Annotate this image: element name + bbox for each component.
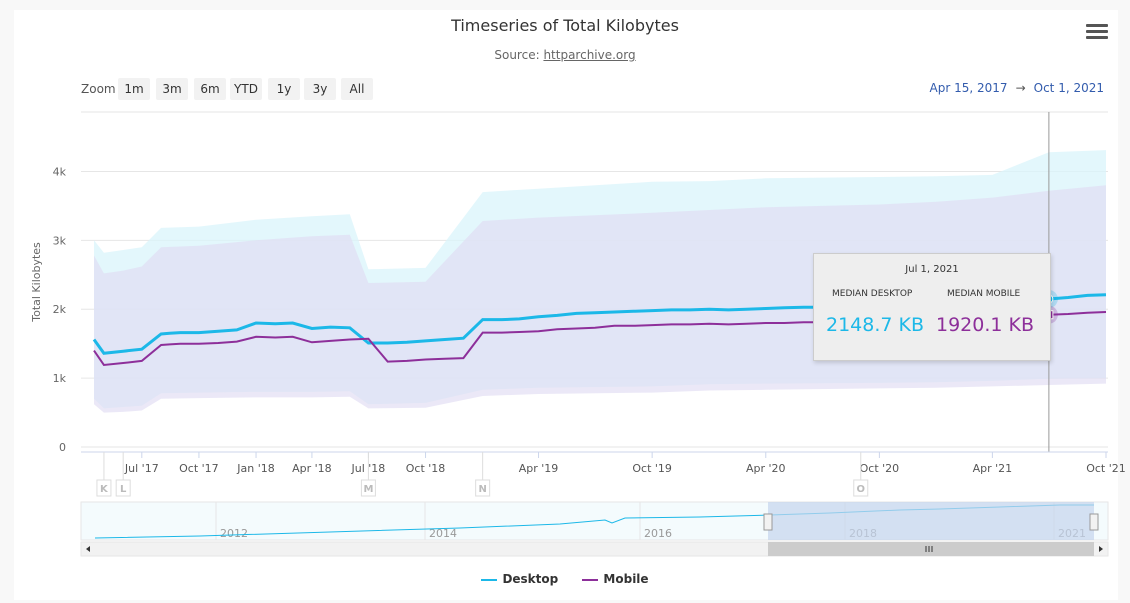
flag-box [475, 479, 491, 497]
chart-subtitle: Source: httparchive.org [0, 48, 1130, 62]
mobile-swatch [582, 578, 599, 581]
navigator-selected-range [768, 502, 1094, 540]
desktop-swatch [481, 578, 498, 581]
x-tick-label: Jan '18 [236, 462, 274, 475]
flag-box [96, 479, 112, 497]
navigator-left-handle[interactable] [763, 513, 773, 531]
legend: Desktop Mobile [0, 572, 1130, 586]
x-tick-label: Oct '17 [179, 462, 219, 475]
tooltip-mobile-value: 1920.1 KB [936, 314, 1035, 336]
navigator-year-label: 2014 [429, 527, 457, 540]
range-to-input[interactable]: Oct 1, 2021 [1033, 81, 1104, 95]
chart-title: Timeseries of Total Kilobytes [451, 16, 679, 35]
scroll-right-arrow-icon[interactable] [1099, 546, 1103, 552]
x-tick-label: Oct '19 [632, 462, 672, 475]
legend-item-mobile[interactable]: Mobile [582, 572, 649, 586]
flag-label: N [478, 484, 486, 495]
x-tick-label: Apr '18 [292, 462, 332, 475]
scroll-left-arrow-icon[interactable] [86, 546, 90, 552]
zoom-ytd-button[interactable]: YTD [230, 78, 262, 100]
scrollbar-thumb[interactable] [768, 542, 1094, 556]
flag-box [360, 479, 376, 497]
x-tick-label: Apr '20 [746, 462, 786, 475]
flag-label: O [857, 484, 866, 495]
x-tick-label: Oct '20 [860, 462, 900, 475]
y-tick-label: 4k [53, 165, 67, 178]
tooltip-mobile-label: MEDIAN MOBILE [947, 289, 1021, 299]
zoom-3m-button[interactable]: 3m [156, 78, 188, 100]
zoom-all-button[interactable]: All [341, 78, 373, 100]
y-tick-label: 1k [53, 372, 67, 385]
navigator-year-label: 2012 [220, 527, 248, 540]
navigator-right-handle[interactable] [1089, 513, 1099, 531]
navigator-year-label: 2016 [644, 527, 672, 540]
zoom-label: Zoom [81, 82, 116, 96]
y-tick-label: 0 [59, 441, 66, 454]
legend-mobile-label: Mobile [603, 572, 649, 586]
source-link[interactable]: httparchive.org [543, 48, 636, 62]
zoom-1m-button[interactable]: 1m [118, 78, 150, 100]
x-tick-label: Jul '17 [124, 462, 159, 475]
flag-label: L [120, 484, 127, 495]
tooltip-date: Jul 1, 2021 [905, 264, 959, 275]
tooltip-desktop-label: MEDIAN DESKTOP [832, 289, 913, 299]
x-tick-label: Oct '21 [1086, 462, 1126, 475]
x-tick-label: Apr '21 [973, 462, 1013, 475]
legend-desktop-label: Desktop [502, 572, 559, 586]
flag-box [853, 479, 869, 497]
x-tick-label: Oct '18 [406, 462, 446, 475]
range-from-input[interactable]: Apr 15, 2017 [929, 81, 1008, 95]
zoom-1y-button[interactable]: 1y [268, 78, 300, 100]
flag-box [115, 479, 131, 497]
source-prefix: Source: [494, 48, 544, 62]
tooltip-desktop-value: 2148.7 KB [826, 314, 925, 336]
x-tick-label: Apr '19 [519, 462, 559, 475]
date-range: Apr 15, 2017 → Oct 1, 2021 [930, 81, 1104, 95]
zoom-6m-button[interactable]: 6m [194, 78, 226, 100]
tooltip: Jul 1, 2021 MEDIAN DESKTOP MEDIAN MOBILE… [813, 253, 1051, 361]
hamburger-menu-icon[interactable] [1086, 24, 1108, 42]
range-separator: → [1015, 81, 1026, 95]
flag-label: M [363, 484, 373, 495]
flag-label: K [100, 484, 109, 495]
y-tick-label: 3k [53, 234, 67, 247]
y-tick-label: 2k [53, 303, 67, 316]
zoom-3y-button[interactable]: 3y [304, 78, 336, 100]
y-axis-title: Total Kilobytes [30, 242, 43, 323]
legend-item-desktop[interactable]: Desktop [481, 572, 558, 586]
